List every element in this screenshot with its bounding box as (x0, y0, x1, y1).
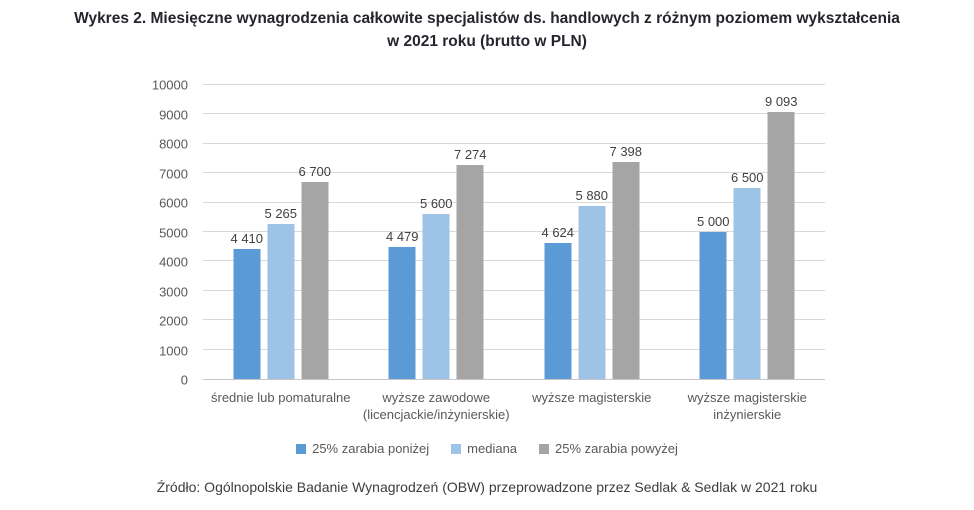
chart-title-line1: Wykres 2. Miesięczne wynagrodzenia całko… (74, 10, 900, 27)
legend-label: 25% zarabia poniżej (312, 441, 430, 456)
y-axis-tick-label: 9000 (159, 107, 188, 122)
y-axis-tick-label: 1000 (159, 343, 188, 358)
legend-item: 25% zarabia powyżej (539, 441, 678, 456)
bar-value-label: 5 000 (696, 214, 730, 229)
y-axis-tick-label: 10000 (151, 77, 188, 93)
bar: 4 410 (230, 231, 263, 379)
bar-value-label: 5 265 (264, 206, 298, 222)
gridline (203, 289, 825, 291)
bar-value-label: 6 700 (298, 164, 332, 180)
gridline (203, 260, 825, 262)
bar-value-label: 5 880 (575, 188, 609, 204)
gridline (203, 142, 825, 144)
gridline (203, 231, 825, 232)
bar-value-label: 4 624 (541, 225, 575, 241)
gridline (203, 319, 825, 321)
bar-value-label: 5 600 (419, 196, 453, 212)
x-axis-category-label: wyższe zawodowe (licencjackie/inżyniersk… (362, 390, 510, 422)
y-axis-tick-label: 0 (180, 372, 188, 388)
bar-group: 4 479 5 600 7 274 (386, 85, 487, 379)
bar: 4 479 (386, 229, 419, 379)
bar-group: 4 410 5 265 6 700 (230, 85, 331, 379)
chart-title-line2: w 2021 roku (brutto w PLN) (387, 33, 587, 50)
bar: 7 274 (454, 147, 487, 379)
bar-value-label: 4 410 (230, 231, 264, 247)
y-axis-tick-label: 2000 (159, 313, 188, 329)
bar: 9 093 (765, 94, 798, 379)
legend: 25% zarabia poniżej mediana 25% zarabia po… (0, 441, 974, 456)
gridline (203, 201, 825, 203)
bar-value-label: 7 398 (609, 143, 643, 159)
bar-value-label: 4 479 (385, 229, 419, 245)
gridline (203, 172, 825, 174)
plot-area: 4 410 5 265 6 700 4 479 5 600 7 274 4 624 5 880… (203, 84, 825, 380)
bar: 6 700 (298, 164, 331, 379)
gridline (203, 113, 825, 115)
legend-marker-icon (539, 443, 550, 454)
y-axis-tick-label: 8000 (159, 136, 188, 152)
legend-item: 25% zarabia poniżej (296, 441, 429, 456)
legend-label: 25% zarabia powyżej (555, 441, 678, 456)
legend-marker-icon (451, 443, 462, 454)
y-axis-tick-label: 3000 (159, 284, 188, 299)
y-axis-tick-label: 5000 (159, 225, 188, 240)
gridline (203, 348, 825, 350)
bar-value-label: 7 274 (453, 147, 487, 163)
legend-item: mediana (451, 441, 517, 456)
x-axis-category-label: wyższe magisterskie inżynierskie (687, 390, 807, 422)
legend-label: mediana (467, 441, 518, 456)
gridline (203, 84, 825, 85)
source-note: Źródło: Ogólnopolskie Badanie Wynagrodze… (156, 479, 818, 495)
x-axis-category-label: średnie lub pomaturalne (211, 390, 351, 405)
bar: 4 624 (541, 225, 574, 379)
x-axis-category-label: wyższe magisterskie (532, 390, 652, 405)
bar-group: 4 624 5 880 7 398 (541, 85, 642, 379)
y-axis-tick-label: 4000 (159, 254, 188, 270)
bar: 5 265 (264, 206, 297, 379)
chart-title: Wykres 2. Miesięczne wynagrodzenia całko… (0, 7, 974, 53)
bar: 6 500 (731, 170, 764, 379)
bar-value-label: 9 093 (764, 93, 798, 109)
y-axis: 0 1000 2000 3000 4000 5000 6000 7000 8000 9000 100… (90, 78, 188, 388)
bar: 5 880 (575, 188, 608, 379)
legend-marker-icon (296, 443, 307, 454)
y-axis-tick-label: 7000 (159, 166, 188, 181)
bar: 7 398 (609, 144, 642, 379)
y-axis-tick-label: 6000 (159, 195, 188, 211)
bar: 5 000 (697, 214, 730, 379)
bar-value-label: 6 500 (730, 169, 764, 185)
bar-group: 5 000 6 500 9 093 (697, 85, 798, 379)
bar: 5 600 (420, 196, 453, 379)
